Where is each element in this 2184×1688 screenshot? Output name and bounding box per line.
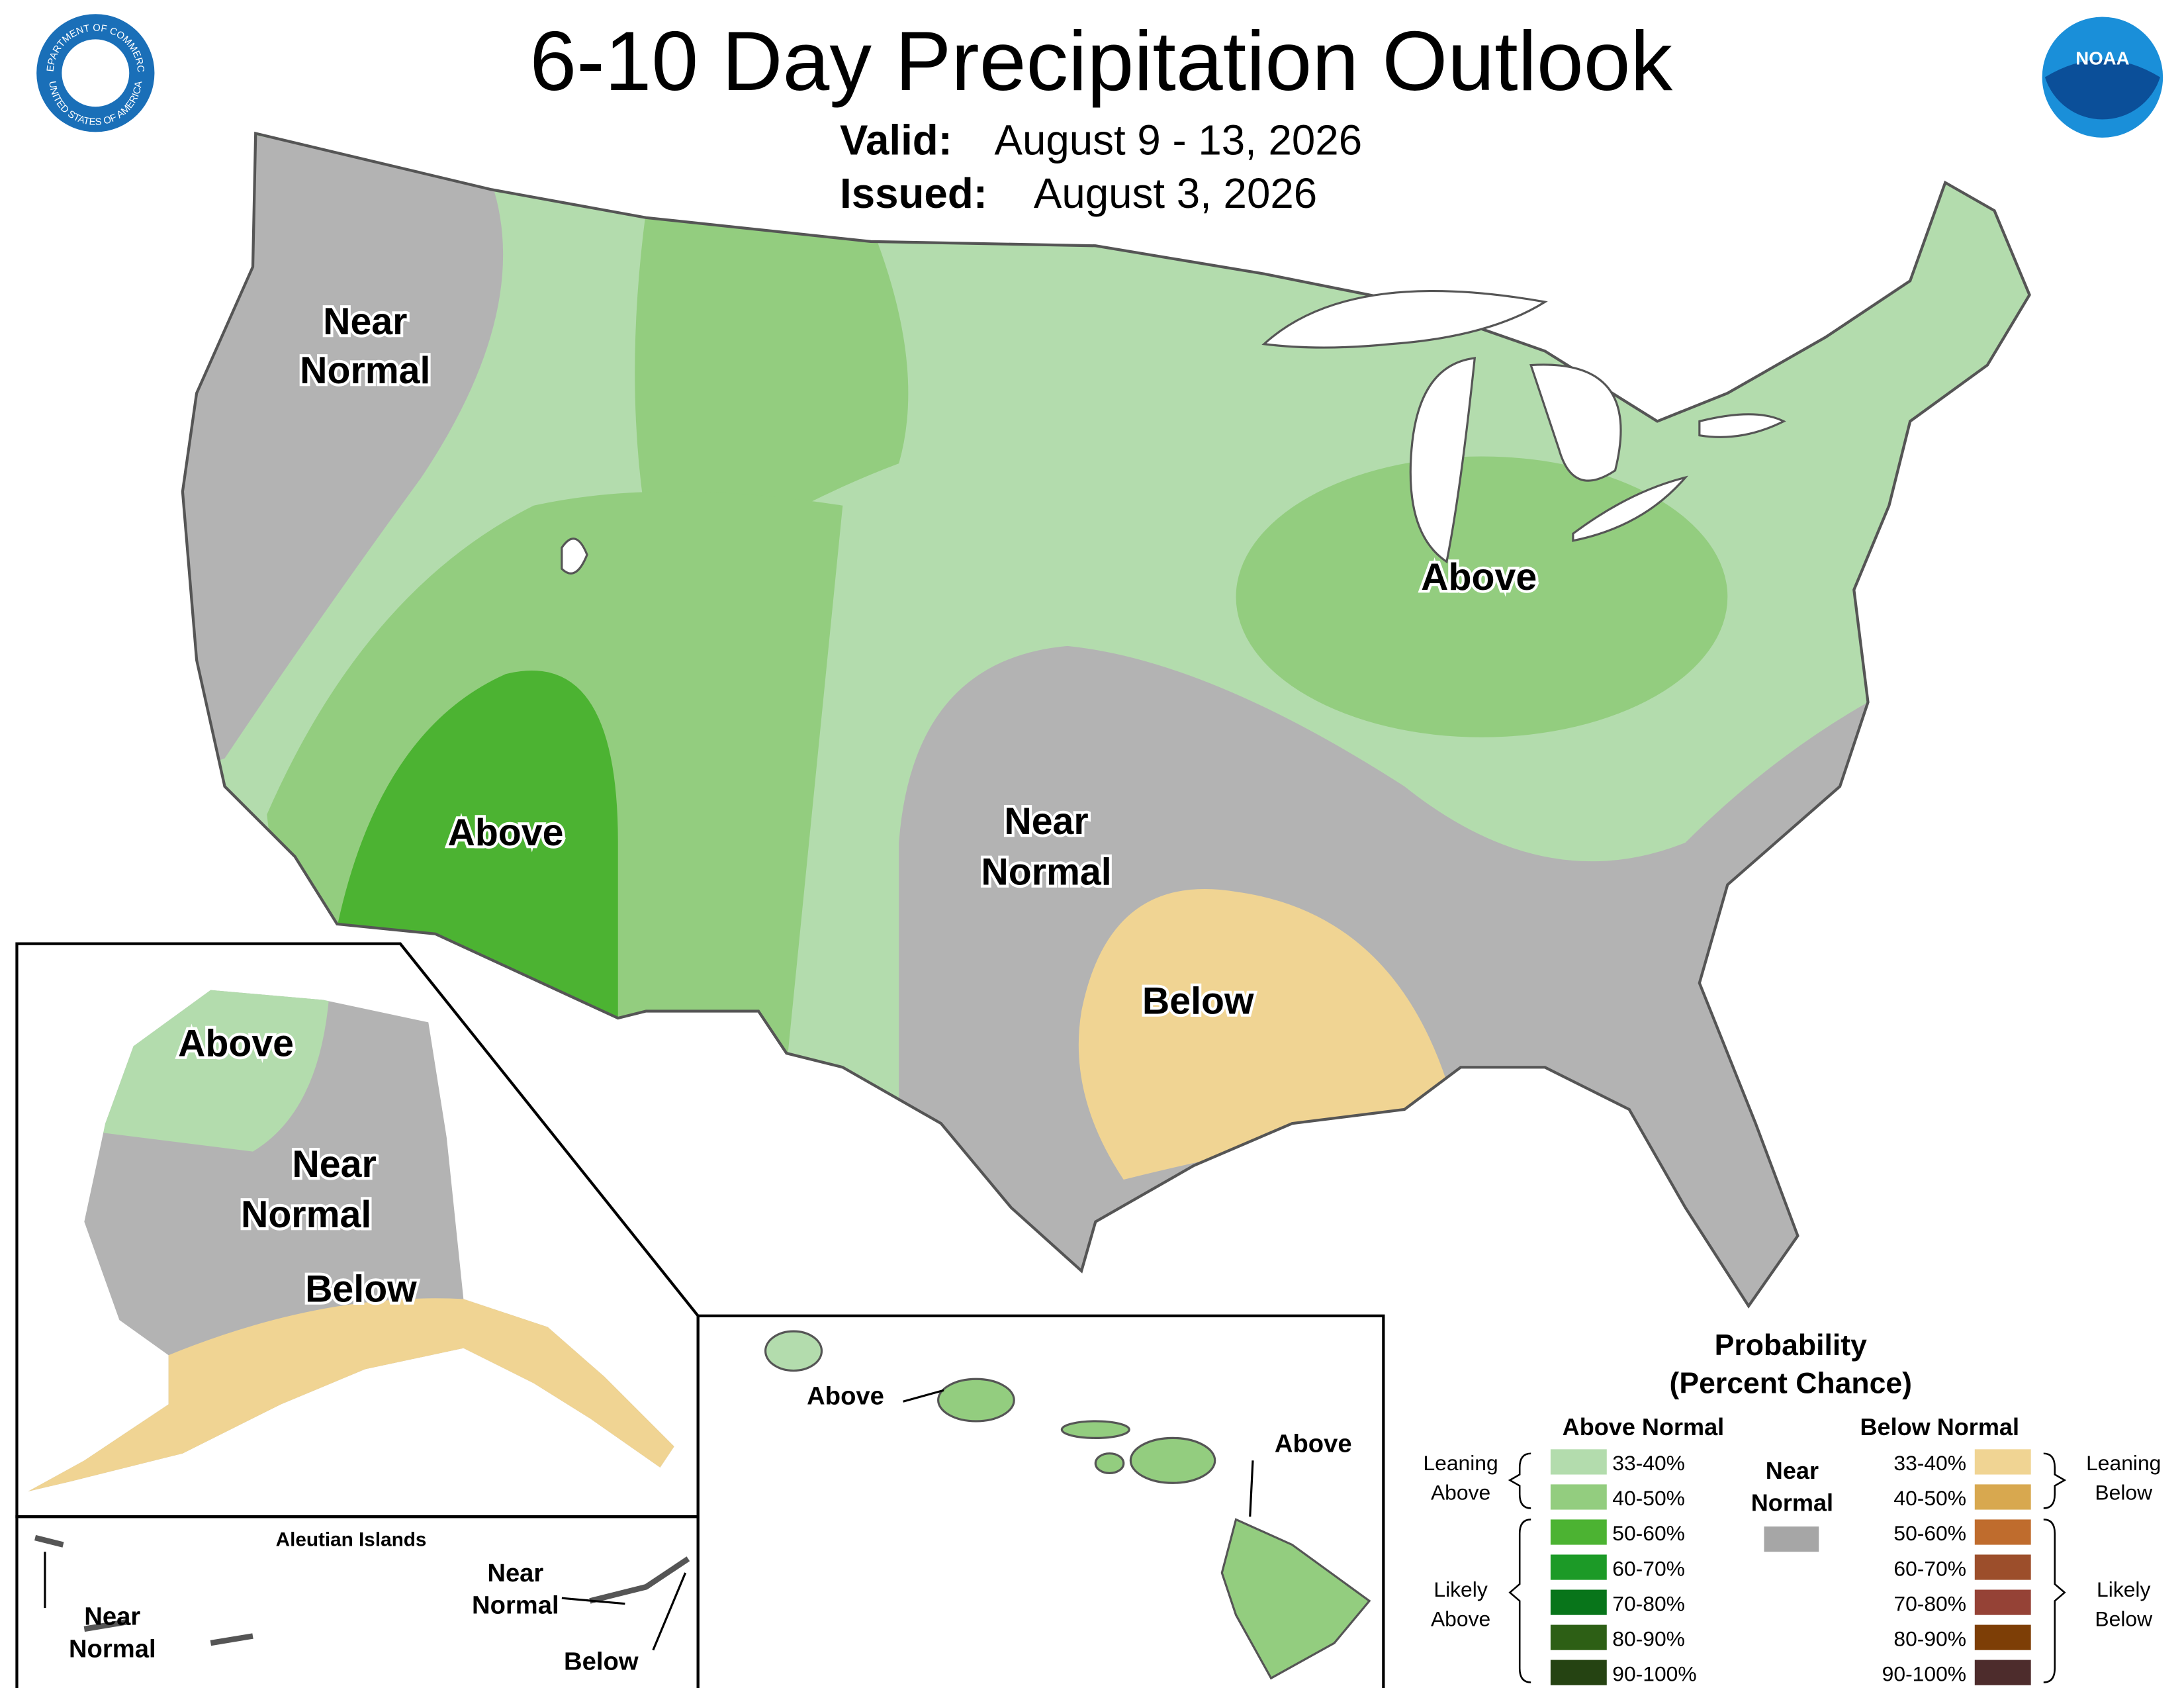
legend-near: Normal <box>1751 1489 1833 1517</box>
region-label: Near <box>292 1143 376 1186</box>
legend-bracket-label: Leaning <box>2086 1451 2161 1475</box>
title: 6-10 Day Precipitation Outlook <box>529 14 1672 108</box>
legend-swatch <box>1974 1519 2031 1545</box>
region-label: Normal <box>300 350 430 392</box>
island <box>1094 1452 1125 1475</box>
legend-swatch <box>1550 1519 1607 1545</box>
legend-swatch <box>1974 1554 2031 1580</box>
header: 6-10 Day Precipitation Outlook Valid: Au… <box>276 14 1673 1551</box>
legend-swatch <box>1550 1554 1607 1580</box>
island <box>1129 1436 1216 1484</box>
region-label: Near <box>84 1603 140 1631</box>
region-label: Normal <box>241 1194 371 1236</box>
issued-label: Issued: <box>840 170 987 217</box>
island <box>1060 1420 1130 1439</box>
legend-title: Probability <box>1715 1329 1867 1362</box>
region <box>1078 888 1447 1180</box>
island <box>937 1378 1015 1423</box>
island <box>1220 1518 1371 1680</box>
region-label: Normal <box>472 1591 559 1620</box>
legend-bracket-label: Likely <box>1433 1577 1487 1601</box>
legend-swatch <box>1974 1589 2031 1615</box>
legend-bracket-label: Below <box>2095 1607 2153 1631</box>
region-label: Below <box>564 1647 639 1675</box>
legend-bracket-label: Above <box>1431 1481 1490 1505</box>
aleutian-title: Aleutian Islands <box>276 1529 427 1551</box>
region-label: Above <box>178 1022 294 1064</box>
region-label: Near <box>487 1559 543 1587</box>
legend-swatch <box>1550 1624 1607 1650</box>
legend-bracket-label: Above <box>1431 1607 1490 1631</box>
legend-bracket-label: Leaning <box>1423 1451 1498 1475</box>
legend-swatch <box>1974 1660 2031 1685</box>
region-label: Normal <box>981 851 1111 894</box>
legend-label: 40-50% <box>1893 1486 1966 1510</box>
legend-label: 60-70% <box>1612 1556 1685 1580</box>
region-label: Above <box>447 812 563 854</box>
legend-label: 70-80% <box>1893 1591 1966 1615</box>
hawaii-inset <box>696 1314 1385 1688</box>
legend: Probability (Percent Chance) Above Normal B… <box>1423 1329 2161 1685</box>
legend-label: 80-90% <box>1612 1626 1685 1650</box>
region-label: Below <box>1142 980 1254 1023</box>
region-label: Normal <box>69 1634 156 1663</box>
legend-label: 60-70% <box>1893 1556 1966 1580</box>
region-label: Above <box>807 1382 884 1410</box>
region-label: Below <box>305 1268 417 1311</box>
legend-swatch <box>1550 1660 1607 1685</box>
region-label: Near <box>1004 800 1088 843</box>
valid: August 9 - 13, 2026 <box>995 117 1363 164</box>
legend-label: 90-100% <box>1882 1662 1966 1685</box>
legend-label: 40-50% <box>1612 1486 1685 1510</box>
legend-bracket-label: Likely <box>2097 1577 2150 1601</box>
legend-title: (Percent Chance) <box>1670 1367 1912 1399</box>
legend-bracket-label: Below <box>2095 1481 2153 1505</box>
map-labels: Near Normal Above Near Normal Above Below Above… <box>69 298 1539 1676</box>
legend-swatch <box>1974 1624 2031 1650</box>
legend-label: 80-90% <box>1893 1626 1966 1650</box>
lakes <box>561 289 1786 575</box>
issued: August 3, 2026 <box>1034 170 1317 217</box>
valid-label: Valid: <box>840 117 952 164</box>
legend-label: 90-100% <box>1612 1662 1696 1685</box>
legend-label: 50-60% <box>1893 1521 1966 1545</box>
legend-label: 33-40% <box>1893 1451 1966 1475</box>
legend-swatch <box>1550 1589 1607 1615</box>
region-label: Above <box>1275 1430 1352 1458</box>
region-label: Near <box>323 301 407 343</box>
region-label: Above <box>1421 556 1537 598</box>
legend-swatch <box>1974 1449 2031 1475</box>
legend-heading: Below Normal <box>1860 1413 2019 1440</box>
noaa-logo: NOAA <box>2075 48 2129 69</box>
legend-swatch <box>1764 1526 1819 1552</box>
legend-swatch <box>1550 1449 1607 1475</box>
legend-near: Near <box>1766 1457 1819 1484</box>
legend-label: 33-40% <box>1612 1451 1685 1475</box>
legend-swatch <box>1974 1484 2031 1510</box>
legend-heading: Above Normal <box>1563 1413 1725 1440</box>
legend-label: 50-60% <box>1612 1521 1685 1545</box>
alaska-inset <box>15 942 700 1688</box>
island <box>764 1330 823 1372</box>
legend-swatch <box>1550 1484 1607 1510</box>
legend-label: 70-80% <box>1612 1591 1685 1615</box>
